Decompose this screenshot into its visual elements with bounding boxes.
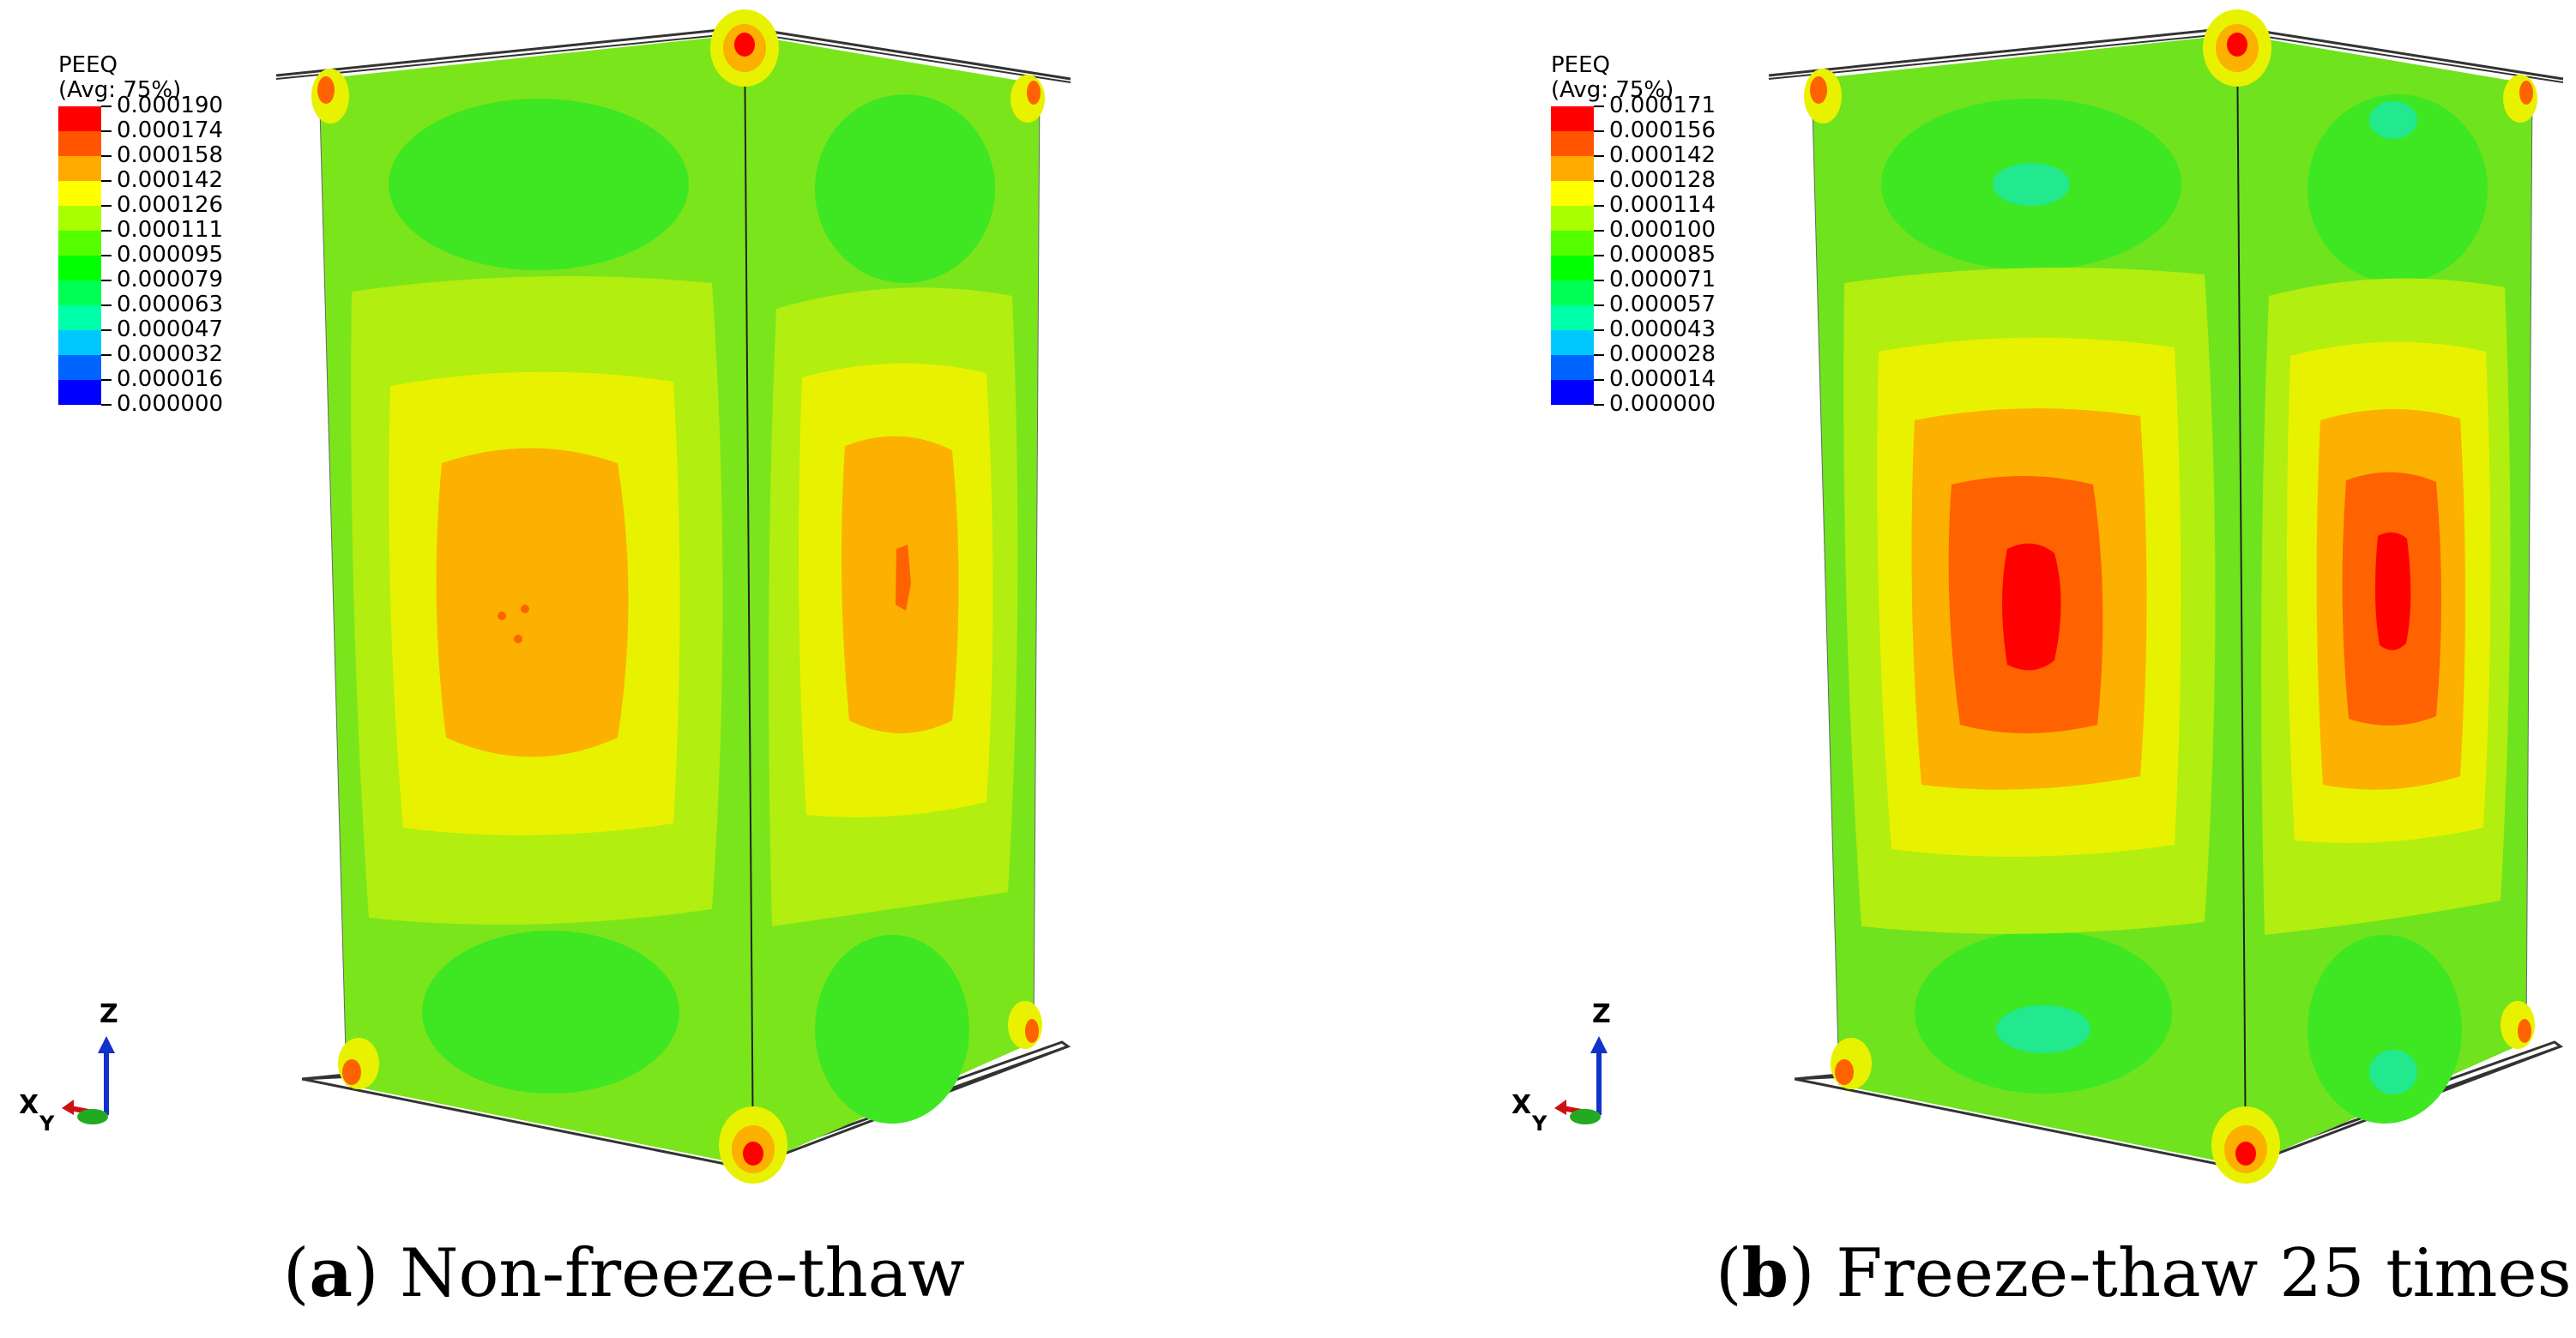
contour-region [389,99,689,270]
contour-peak-region [2002,543,2061,671]
legend-title: PEEQ [58,52,118,78]
corner-stress-concentration [311,9,1045,1184]
legend-swatch [1551,231,1594,256]
x-axis-label: X [19,1090,39,1120]
axis-triad: Z X Y [1511,999,1611,1136]
legend-value: 0.000047 [117,316,224,342]
legend-swatch [58,256,101,280]
legend-subtitle: (Avg: 75%) [1551,77,1674,103]
panel-a: PEEQ (Avg: 75%) 0.000190 0.000174 0.0001… [0,0,1287,1338]
caption-text: Non-freeze-thaw [378,1235,965,1312]
legend-value: 0.000000 [117,391,224,417]
contour-region [2308,94,2488,283]
legend-value: 0.000174 [117,118,224,143]
legend-swatch [1551,181,1594,206]
legend-value: 0.000085 [1609,242,1716,268]
y-axis-label: Y [1531,1112,1547,1136]
contour-region [815,94,995,283]
caption-close-paren: ) [1788,1235,1815,1312]
caption: (b) Freeze-thaw 25 times [1716,1234,2572,1313]
legend-swatch [1551,131,1594,156]
legend-value: 0.000043 [1609,316,1716,342]
legend-value: 0.000000 [1609,391,1716,417]
legend-scale: 0.000171 0.000156 0.000142 0.000128 0.00… [1551,93,1716,417]
legend-value: 0.000100 [1609,217,1716,243]
legend-swatch [58,355,101,380]
specimen-contour-model [1768,9,2564,1184]
caption-open-paren: ( [283,1235,310,1312]
legend-swatch [58,330,101,355]
panel-b: PEEQ (Avg: 75%) 0.000171 0.000156 0.0001… [1493,0,2576,1338]
legend-subtitle: (Avg: 75%) [58,77,182,103]
legend: PEEQ (Avg: 75%) 0.000190 0.000174 0.0001… [58,52,223,417]
z-axis-label: Z [1592,999,1611,1029]
legend-value: 0.000095 [117,242,224,268]
legend-value: 0.000171 [1609,93,1716,118]
legend-value: 0.000142 [1609,142,1716,168]
y-axis-arrow [1570,1109,1601,1124]
legend-swatch [58,206,101,231]
legend-value: 0.000057 [1609,292,1716,317]
legend-value: 0.000032 [117,341,224,367]
legend-value: 0.000156 [1609,118,1716,143]
contour-region [2308,935,2462,1124]
contour-region [422,931,679,1094]
legend-value: 0.000114 [1609,192,1716,218]
legend-value: 0.000028 [1609,341,1716,367]
legend-swatch [58,156,101,181]
caption-open-paren: ( [1716,1235,1742,1312]
corner-stress-concentration [1804,9,2537,1184]
caption: (a) Non-freeze-thaw [283,1234,965,1313]
axis-triad: Z X Y [19,999,118,1136]
legend-swatch [1551,280,1594,305]
legend-swatch [58,106,101,131]
legend: PEEQ (Avg: 75%) 0.000171 0.000156 0.0001… [1551,52,1716,417]
y-axis-arrow [77,1109,108,1124]
caption-close-paren: ) [352,1235,379,1312]
legend-swatch [1551,355,1594,380]
specimen-contour-model [275,9,1071,1184]
legend-value: 0.000190 [117,93,224,118]
contour-peak-region [2374,532,2411,651]
contour-region [815,935,969,1124]
legend-swatch [1551,106,1594,131]
legend-value: 0.000071 [1609,267,1716,292]
legend-swatch [58,131,101,156]
legend-value: 0.000126 [117,192,224,218]
legend-value: 0.000014 [1609,366,1716,392]
legend-swatch [1551,305,1594,330]
legend-swatch [58,305,101,330]
legend-scale: 0.000190 0.000174 0.000158 0.000142 0.00… [58,93,223,417]
legend-swatch [1551,380,1594,405]
legend-value: 0.000063 [117,292,224,317]
legend-swatch [58,380,101,405]
y-axis-label: Y [39,1112,55,1136]
legend-value: 0.000111 [117,217,224,243]
legend-swatch [1551,256,1594,280]
caption-letter: a [309,1234,353,1312]
legend-swatch [1551,156,1594,181]
caption-text: Freeze-thaw 25 times [1814,1235,2572,1312]
legend-value: 0.000079 [117,267,224,292]
legend-swatch [1551,206,1594,231]
caption-letter: b [1741,1234,1789,1312]
legend-value: 0.000128 [1609,167,1716,193]
legend-value: 0.000142 [117,167,224,193]
legend-value: 0.000016 [117,366,224,392]
contour-peak-region [436,448,629,757]
legend-title: PEEQ [1551,52,1610,78]
legend-swatch [58,181,101,206]
legend-swatch [58,231,101,256]
legend-swatch [58,280,101,305]
legend-value: 0.000158 [117,142,224,168]
x-axis-label: X [1511,1090,1531,1120]
legend-swatch [1551,330,1594,355]
z-axis-label: Z [100,999,118,1029]
